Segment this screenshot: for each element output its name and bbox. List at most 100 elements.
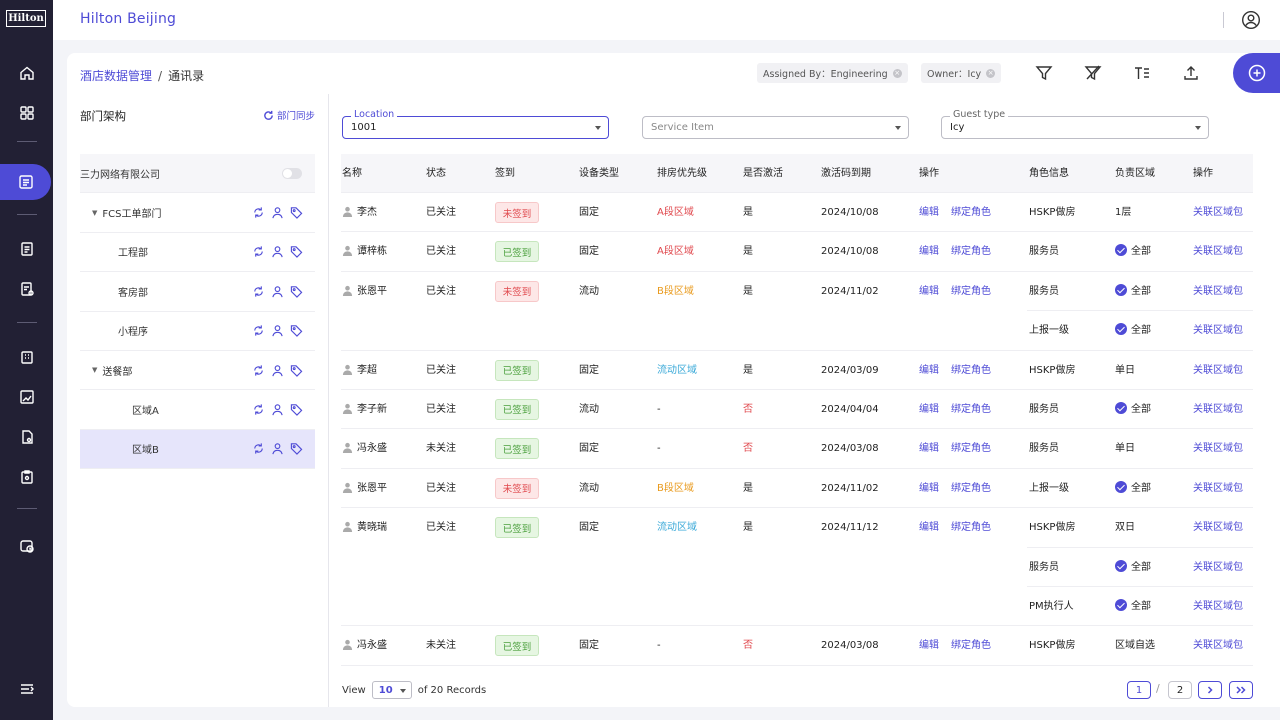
user-circle-icon[interactable] (1241, 10, 1261, 30)
edit-link[interactable]: 编辑 (919, 522, 939, 534)
tree-item[interactable]: ▼ 送餐部 (80, 351, 315, 391)
tag-icon[interactable] (290, 324, 303, 338)
sync-icon[interactable] (252, 245, 265, 258)
tag-icon[interactable] (290, 285, 303, 298)
sync-icon[interactable] (252, 285, 265, 298)
last-page-button[interactable] (1229, 681, 1253, 699)
caret-down-icon[interactable]: ▼ (92, 208, 98, 217)
tree-item[interactable]: 客房部 (80, 272, 315, 312)
user-icon[interactable] (271, 285, 284, 298)
home-icon[interactable] (0, 55, 53, 91)
grid-icon[interactable] (0, 95, 53, 131)
link-area-package[interactable]: 关联区域包 (1193, 285, 1243, 297)
sync-icon[interactable] (252, 324, 265, 337)
tree-item[interactable]: 三力网络有限公司 (80, 154, 315, 194)
image-box-icon[interactable] (0, 379, 53, 415)
toggle-switch[interactable] (282, 167, 302, 179)
tag-icon[interactable] (290, 442, 303, 456)
user-icon[interactable] (271, 403, 284, 416)
clipboard-icon[interactable] (0, 459, 53, 495)
page-2-button[interactable]: 2 (1168, 681, 1192, 699)
location-select[interactable]: Location 1001 (342, 109, 609, 139)
link-area-package[interactable]: 关联区域包 (1193, 522, 1243, 534)
sync-icon[interactable] (252, 206, 265, 219)
link-area-package[interactable]: 关联区域包 (1193, 364, 1243, 376)
tree-item[interactable]: 区域B (80, 429, 315, 470)
link-area-package[interactable]: 关联区域包 (1193, 443, 1243, 455)
tag-icon[interactable] (290, 364, 303, 377)
responsible-area: 全部 (1115, 311, 1151, 350)
panel-divider (328, 94, 329, 707)
breadcrumb-root[interactable]: 酒店数据管理 (80, 69, 153, 83)
bind-role-link[interactable]: 绑定角色 (951, 364, 991, 376)
document-icon[interactable] (0, 231, 53, 267)
device-type: 固定 (579, 246, 599, 258)
bind-role-link[interactable]: 绑定角色 (951, 522, 991, 534)
hilton-logo[interactable]: Hilton (6, 10, 46, 27)
edit-link[interactable]: 编辑 (919, 482, 939, 494)
sync-button[interactable]: 部门同步 (263, 108, 315, 122)
bind-role-link[interactable]: 绑定角色 (951, 403, 991, 415)
tag-icon[interactable] (290, 403, 303, 416)
upload-icon[interactable] (1182, 64, 1200, 82)
report-icon[interactable] (0, 271, 53, 307)
edit-link[interactable]: 编辑 (919, 640, 939, 652)
link-area-package[interactable]: 关联区域包 (1193, 246, 1243, 258)
edit-link[interactable]: 编辑 (919, 443, 939, 455)
guest-type-select[interactable]: Guest type Icy (941, 109, 1209, 139)
building-icon[interactable] (0, 339, 53, 375)
follow-status: 已关注 (426, 207, 456, 218)
edit-link[interactable]: 编辑 (919, 207, 939, 218)
tag-icon[interactable] (290, 206, 303, 219)
caret-down-icon[interactable]: ▼ (92, 366, 98, 375)
edit-link[interactable]: 编辑 (919, 246, 939, 258)
next-page-button[interactable] (1198, 681, 1222, 699)
filter-clear-icon[interactable] (1084, 64, 1102, 82)
clock-tag-icon[interactable] (0, 528, 53, 564)
edit-link[interactable]: 编辑 (919, 285, 939, 297)
tree-item[interactable]: 工程部 (80, 233, 315, 273)
user-icon[interactable] (271, 245, 284, 258)
bind-role-link[interactable]: 绑定角色 (951, 207, 991, 218)
filter-chip-assigned[interactable]: Assigned By：Engineering × (757, 63, 908, 83)
link-area-package[interactable]: 关联区域包 (1193, 561, 1243, 573)
menu-collapse-icon[interactable] (0, 671, 53, 707)
link-area-package[interactable]: 关联区域包 (1193, 325, 1243, 337)
user-icon[interactable] (271, 324, 284, 337)
add-button[interactable] (1233, 53, 1280, 93)
chip-close-icon[interactable]: × (986, 68, 996, 78)
file-settings-icon[interactable] (0, 419, 53, 455)
chip-close-icon[interactable]: × (892, 68, 902, 78)
bind-role-link[interactable]: 绑定角色 (951, 482, 991, 494)
user-icon[interactable] (271, 442, 284, 455)
link-area-package[interactable]: 关联区域包 (1193, 600, 1243, 612)
filter-chip-owner[interactable]: Owner：Icy × (921, 63, 1002, 83)
user-icon[interactable] (271, 206, 284, 219)
bind-role-link[interactable]: 绑定角色 (951, 640, 991, 652)
page-1-button[interactable]: 1 (1127, 681, 1151, 699)
filter-icon[interactable] (1035, 64, 1053, 82)
tree-item[interactable]: 小程序 (80, 312, 315, 351)
tree-item[interactable]: ▼ FCS工单部门 (80, 193, 315, 233)
bind-role-link[interactable]: 绑定角色 (951, 246, 991, 258)
bind-role-link[interactable]: 绑定角色 (951, 443, 991, 455)
service-item-select[interactable]: Service Item (642, 116, 909, 139)
text-sort-icon[interactable] (1133, 64, 1151, 82)
sync-icon[interactable] (252, 364, 265, 377)
page-size-select[interactable]: 10 (371, 681, 412, 699)
bind-role-link[interactable]: 绑定角色 (951, 285, 991, 297)
contacts-list-icon[interactable] (0, 164, 51, 200)
column-header: 名称 (342, 168, 362, 179)
sync-icon[interactable] (252, 403, 265, 416)
link-area-package[interactable]: 关联区域包 (1193, 482, 1243, 494)
sync-icon[interactable] (252, 442, 265, 455)
edit-link[interactable]: 编辑 (919, 364, 939, 376)
link-area-package[interactable]: 关联区域包 (1193, 403, 1243, 415)
tree-item[interactable]: 区域A (80, 390, 315, 430)
table-row: 李子新 已关注 已签到 流动 - 否 2024/04/04 编辑 绑定角色 服务员 全部 关联区域包 (341, 390, 1253, 430)
edit-link[interactable]: 编辑 (919, 403, 939, 415)
link-area-package[interactable]: 关联区域包 (1193, 640, 1243, 652)
tag-icon[interactable] (290, 245, 303, 259)
user-icon[interactable] (271, 364, 284, 377)
link-area-package[interactable]: 关联区域包 (1193, 207, 1243, 218)
